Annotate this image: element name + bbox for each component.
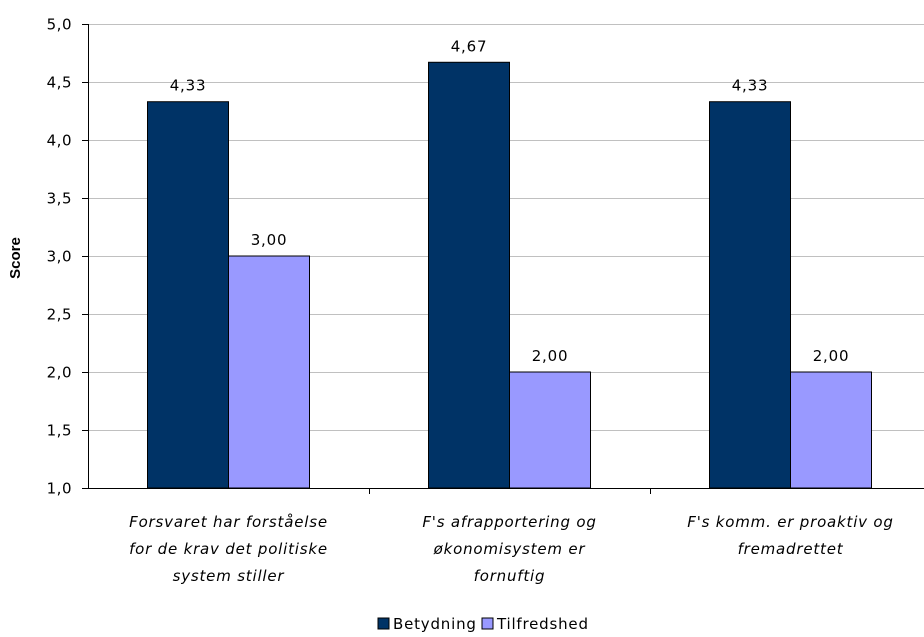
bar-betydning [709,101,791,489]
x-category-label: økonomisystem er [433,540,586,558]
legend-swatch-tilfredshed [481,617,494,630]
data-label: 4,33 [170,77,207,95]
x-category-label: F's afrapportering og [422,513,596,531]
data-label: 3,00 [251,231,288,249]
legend-swatch-betydning [377,617,390,630]
bar-tilfredshed [509,371,591,489]
y-tick-label: 1,0 [47,480,72,498]
bars [147,61,872,489]
x-category-label: fremadrettet [738,540,844,558]
labels: 1,0 1,5 2,0 2,5 3,0 3,5 4,0 4,5 5,0 4,33 3,00 Forsv… [47,16,893,586]
data-label: 2,00 [532,347,569,365]
y-tick-label: 1,5 [47,422,72,440]
data-label: 4,67 [451,37,488,55]
legend: Betydning Tilfredshed [377,615,589,633]
y-tick-label: 2,0 [47,364,72,382]
y-axis-title: Score [7,237,24,279]
y-tick-label: 3,5 [47,190,72,208]
bar-betydning [428,61,510,489]
axes [82,24,924,494]
y-tick-label: 4,0 [47,132,72,150]
bar-betydning [147,101,229,489]
bar-tilfredshed [228,255,310,489]
x-category-label: system stiller [173,567,285,585]
x-category-label: fornuftig [474,567,546,585]
x-category-label: for de krav det politiske [129,540,328,558]
y-tick-label: 5,0 [47,16,72,34]
legend-label: Betydning [393,615,477,633]
x-category-label: F's komm. er proaktiv og [687,513,893,531]
bar-tilfredshed [790,371,872,489]
data-label: 4,33 [732,77,769,95]
legend-label: Tilfredshed [496,615,589,633]
x-category-label: Forsvaret har forståelse [129,513,328,531]
y-tick-label: 4,5 [47,74,72,92]
data-label: 2,00 [813,347,850,365]
y-tick-label: 2,5 [47,306,72,324]
y-tick-label: 3,0 [47,248,72,266]
